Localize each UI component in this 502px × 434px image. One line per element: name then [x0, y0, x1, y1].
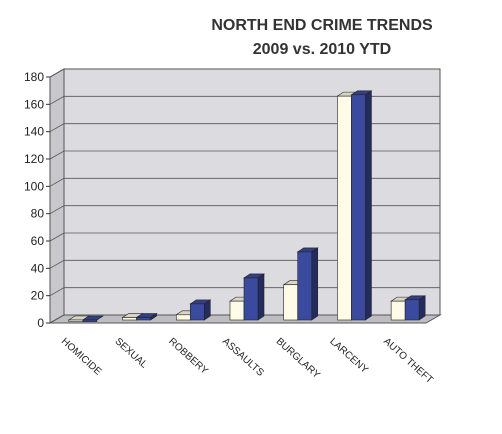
- x-tick-label: LARCENY: [327, 336, 370, 376]
- y-tick-label: 100: [24, 179, 44, 193]
- y-tick-label: 80: [31, 207, 45, 221]
- x-tick-label: AUTO THEFT: [381, 336, 435, 386]
- x-tick-label: HOMICIDE: [59, 336, 104, 378]
- bar: [283, 284, 299, 321]
- y-tick-label: 40: [31, 261, 45, 275]
- grid-line: [49, 205, 440, 215]
- x-tick-label: SEXUAL: [113, 336, 150, 371]
- grid-line: [49, 150, 440, 160]
- left-wall: [49, 68, 65, 324]
- y-tick-label: 60: [31, 234, 45, 248]
- bar: [68, 319, 84, 322]
- bar: [404, 299, 420, 321]
- y-tick-label: 160: [24, 97, 44, 111]
- x-tick-label: ASSAULTS: [220, 336, 266, 379]
- chart-subtitle: 2009 vs. 2010 YTD: [253, 41, 391, 58]
- bar: [229, 300, 245, 321]
- bar: [82, 319, 98, 322]
- bar: [189, 303, 205, 321]
- bar: [337, 95, 352, 321]
- bar: [175, 314, 191, 321]
- y-tick-label: 0: [37, 316, 44, 330]
- y-tick-label: 140: [24, 125, 44, 139]
- bar: [243, 277, 259, 321]
- x-tick-label: ROBBERY: [166, 336, 210, 377]
- bar: [122, 317, 137, 321]
- bar: [136, 317, 151, 321]
- bar-side: [311, 247, 319, 321]
- grid-line: [49, 232, 440, 242]
- bar: [390, 300, 406, 321]
- bar: [351, 94, 366, 321]
- bar-side: [257, 273, 265, 321]
- grid-line: [49, 123, 440, 133]
- grid-line: [49, 177, 440, 187]
- y-tick-label: 120: [24, 152, 44, 166]
- x-tick-label: BURGLARY: [274, 336, 322, 381]
- chart-title: NORTH END CRIME TRENDS: [211, 17, 433, 34]
- bar-side: [365, 90, 372, 321]
- grid-line: [49, 68, 440, 78]
- bar: [297, 251, 313, 321]
- y-tick-label: 180: [24, 70, 44, 84]
- y-tick-label: 20: [31, 289, 45, 303]
- grid-line: [49, 95, 440, 105]
